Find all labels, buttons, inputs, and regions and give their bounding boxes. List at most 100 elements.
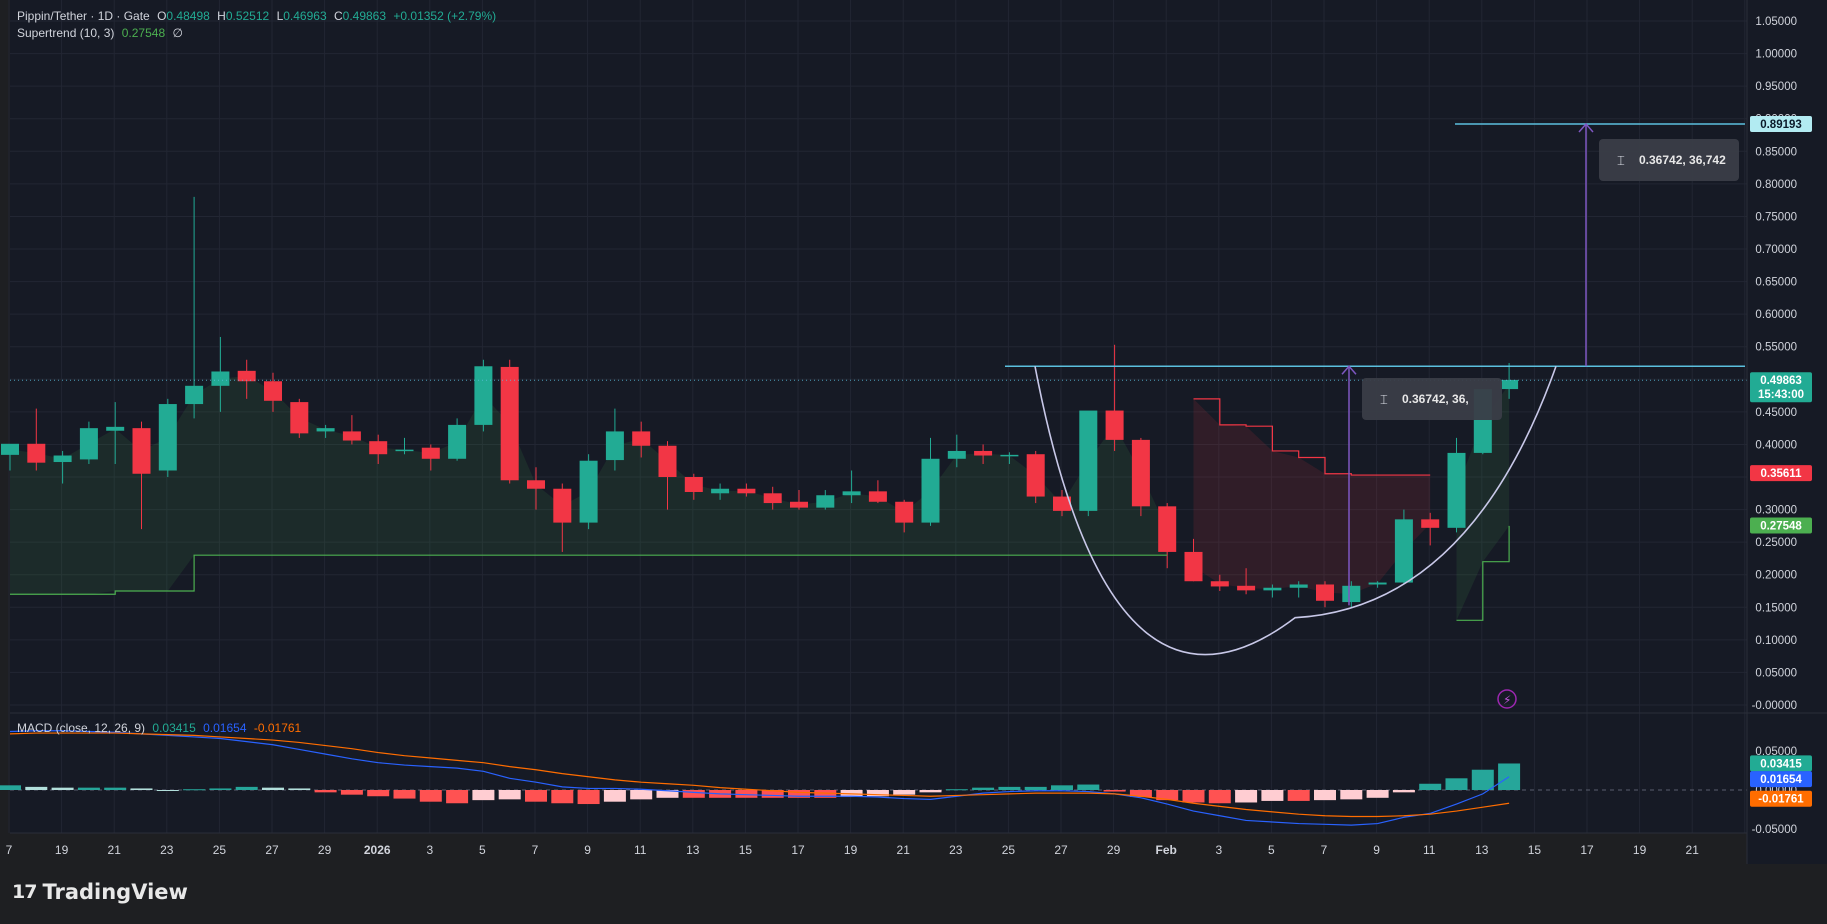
measure-tooltip-1-icon: ⌶	[1617, 154, 1625, 169]
price-tick-label: 0.20000	[1755, 570, 1797, 582]
macd-histogram-bar	[367, 790, 390, 797]
macd-histogram-bar	[1445, 778, 1468, 790]
price-tick-label: 0.80000	[1755, 179, 1797, 191]
macd-value-badge-bg	[1750, 755, 1812, 772]
time-axis[interactable]: 7 19 21 23 25 27 29 2026 3 5 7 9 11 13 15 17 19 21 23 25 27 2…	[6, 832, 1747, 857]
supertrend-value: 0.27548	[121, 26, 166, 40]
candle-body	[527, 480, 545, 489]
macd-tick-label: -0.05000	[1752, 824, 1797, 836]
candle-body	[237, 370, 256, 382]
macd-histogram-bar	[1077, 784, 1100, 790]
supertrend-extra: ∅	[172, 26, 183, 40]
candle-body	[605, 431, 624, 461]
macd-histogram-bar	[630, 790, 653, 800]
candle-body	[1447, 452, 1466, 528]
change-value: +0.01352 (+2.79%)	[393, 9, 497, 23]
open-label: O	[157, 9, 167, 23]
macd-histogram-bar	[735, 790, 758, 798]
candle-body	[53, 455, 72, 463]
price-tick-label: 0.05000	[1755, 667, 1797, 679]
macd-histogram-bar	[1471, 769, 1494, 790]
time-tick-label: 9	[1373, 843, 1380, 857]
price-axis[interactable]: 1.050001.000000.950000.900000.850000.800…	[1746, 0, 1797, 864]
time-tick-label: 21	[897, 843, 911, 857]
candle-body	[790, 501, 808, 508]
macd-histogram-bar	[77, 787, 100, 790]
time-tick-label: 7	[6, 843, 13, 857]
candle-body	[1263, 587, 1282, 591]
supertrend-segment	[1193, 398, 1431, 476]
last-price-badge-text: 0.49863	[1760, 375, 1802, 387]
time-tick-label: 5	[1268, 843, 1275, 857]
macd-value: 0.03415	[152, 721, 196, 735]
macd-histogram-bar	[262, 787, 284, 790]
macd-histogram-bar	[314, 790, 337, 793]
symbol-title[interactable]: Pippin/Tether · 1D · Gate	[17, 9, 150, 23]
candle-body	[500, 366, 519, 481]
tradingview-logo-text: TradingView	[42, 880, 188, 904]
price-tick-label: 0.65000	[1755, 277, 1797, 289]
candle-body	[974, 450, 993, 456]
macd-pane	[0, 730, 1747, 826]
candle-body	[553, 488, 572, 523]
grid-lines	[8, 0, 1827, 833]
time-tick-label: 13	[1475, 843, 1489, 857]
macd-histogram-bar	[25, 786, 48, 790]
time-tick-label: 3	[1215, 843, 1222, 857]
candle-body	[921, 458, 940, 523]
time-tick-label: 21	[1686, 843, 1700, 857]
macd-histogram-bar	[998, 786, 1021, 790]
cup-curve	[1034, 366, 1557, 656]
high-label: H	[217, 9, 226, 23]
open-value: 0.48498	[166, 9, 210, 23]
price-labels: 0.89193 0.49863 15:43:00 0.35611 0.27548 0.03…	[1750, 115, 1812, 807]
candle-body	[316, 428, 335, 432]
cup-pattern-drawings[interactable]: ⌶ 0.36742, 36,742 ⌶ 0.36742, 36, ⚡	[10, 122, 1747, 709]
macd-histogram-bar	[1366, 790, 1389, 798]
time-tick-label: 23	[160, 843, 174, 857]
supertrend-line	[10, 398, 1510, 621]
candle-body	[1053, 496, 1071, 511]
measure-tooltip-2-text: 0.36742, 36,	[1402, 392, 1469, 406]
supertrend-legend[interactable]: Supertrend (10, 3) 0.27548 ∅	[17, 26, 187, 40]
price-tick-label: 0.25000	[1755, 537, 1797, 549]
close-value: 0.49863	[342, 9, 387, 23]
tradingview-logo[interactable]: 17 TradingView	[12, 880, 188, 904]
candle-series	[1, 196, 1519, 608]
macd-signal-value: 0.01654	[203, 721, 247, 735]
macd-legend[interactable]: MACD (close, 12, 26, 9) 0.03415 0.01654 …	[17, 721, 305, 735]
chart-canvas[interactable]: ⌶ 0.36742, 36,742 ⌶ 0.36742, 36, ⚡ 1.05000 1.…	[0, 0, 1827, 864]
candle-body	[395, 449, 414, 452]
supertrend-title[interactable]: Supertrend (10, 3)	[17, 26, 115, 40]
macd-histogram-bar	[919, 790, 942, 793]
macd-histogram-bar	[104, 787, 127, 790]
time-tick-label: 21	[108, 843, 122, 857]
candle-body	[290, 402, 309, 434]
macd-histogram-bar	[1261, 790, 1284, 801]
time-tick-label: 15	[1528, 843, 1542, 857]
main-pane-bg	[10, 0, 1747, 713]
macd-histogram-bar	[1182, 790, 1205, 803]
macd-histogram-bar	[1129, 790, 1152, 798]
time-tick-label: 27	[265, 843, 279, 857]
macd-histogram-bar	[51, 787, 74, 790]
time-tick-label: 7	[1321, 843, 1328, 857]
macd-title[interactable]: MACD (close, 12, 26, 9)	[17, 721, 146, 735]
macd-histogram-bar	[814, 790, 837, 798]
candle-body	[1026, 454, 1045, 497]
macd-histogram-bar	[1103, 790, 1126, 792]
macd-histogram-bar	[393, 790, 416, 799]
macd-histogram-bar	[1340, 790, 1363, 800]
candle-body	[1105, 410, 1124, 440]
candle-body	[1210, 581, 1229, 587]
price-tick-label: 1.05000	[1755, 16, 1797, 28]
symbol-legend[interactable]: Pippin/Tether · 1D · Gate O0.48498 H0.52…	[17, 9, 500, 23]
time-tick-label: 2026	[364, 843, 391, 857]
macd-histogram-bar	[1287, 790, 1310, 801]
macd-value-badge-text: 0.03415	[1760, 758, 1802, 770]
time-tick-label: 13	[686, 843, 700, 857]
macd-histogram-bar	[577, 790, 600, 805]
macd-histogram-bar	[682, 790, 705, 798]
measure-arrow-1-head	[1341, 365, 1357, 375]
